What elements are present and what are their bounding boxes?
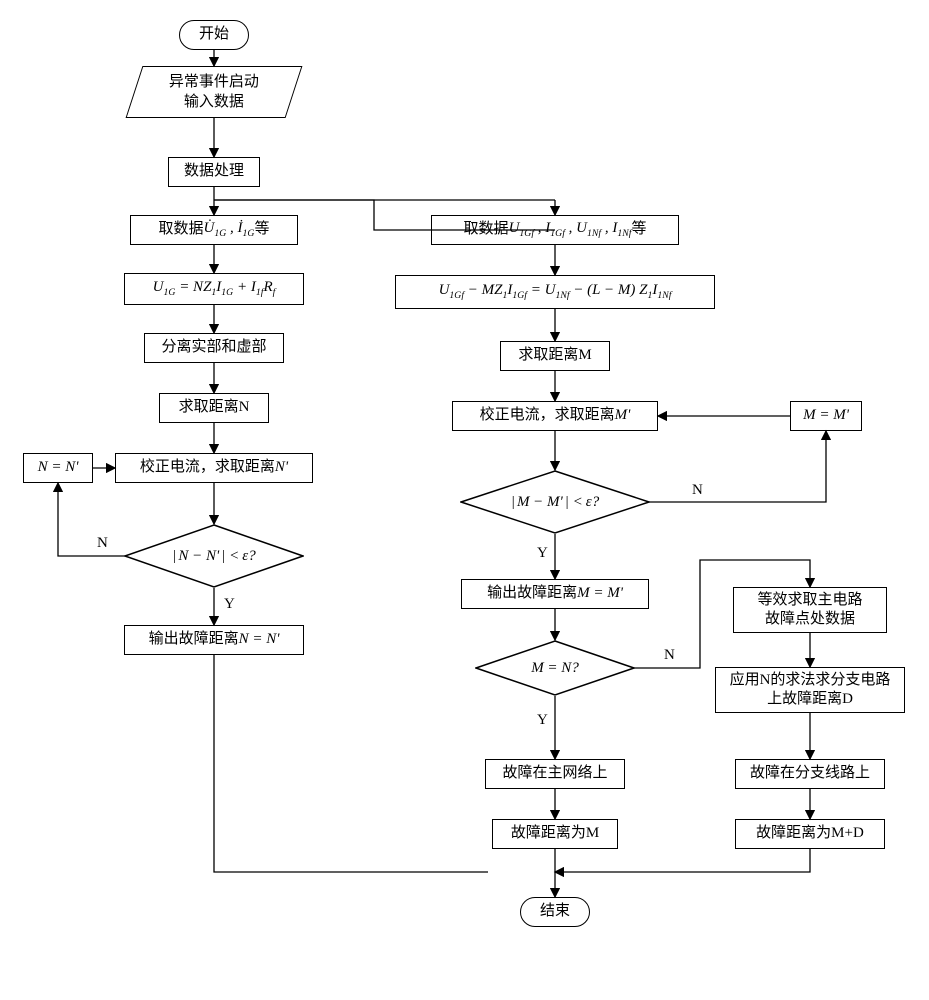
splitreim-label: 分离实部和虚部 (161, 338, 266, 358)
assignN-node: N = N' (23, 453, 93, 483)
label-Y-mid: Y (535, 545, 550, 562)
end-label: 结束 (540, 902, 570, 922)
eq2-node: U1Gf − MZ1I1Gf = U1Nf − (L − M) Z1I1Nf (395, 275, 715, 309)
diamM-node: |M − M'| < ε ? (460, 470, 650, 534)
applyN-l1: 应用N的求法求分支电路 (730, 672, 891, 688)
corrM-node: 校正电流，求取距离 M' (452, 401, 658, 431)
dataproc-label: 数据处理 (184, 162, 244, 182)
start-node: 开始 (179, 20, 249, 50)
applyN-node: 应用N的求法求分支电路上故障距离D (715, 667, 905, 713)
diamMN-node: M = N ? (475, 640, 635, 696)
branchLine-label: 故障在分支线路上 (750, 764, 870, 784)
label-Y-low: Y (535, 712, 550, 729)
getdata1-node: 取数据 U̇1G , İ1G 等 (130, 215, 298, 245)
applyN-l2: 上故障距离D (767, 691, 853, 707)
diamN-node: |N − N'| < ε ? (124, 524, 304, 588)
label-N-mid: N (690, 482, 705, 499)
branchLine-node: 故障在分支线路上 (735, 759, 885, 789)
distMD-node: 故障距离为M+D (735, 819, 885, 849)
getdata2-node: 取数据 U1Gf , I1Gf , U1Nf , I1Nf 等 (431, 215, 679, 245)
dataproc-node: 数据处理 (168, 157, 260, 187)
splitreim-node: 分离实部和虚部 (144, 333, 284, 363)
eqmain-l1: 等效求取主电路 (757, 592, 862, 608)
calcM-node: 求取距离M (500, 341, 610, 371)
input-line1: 异常事件启动 (169, 74, 259, 90)
corrN-node: 校正电流，求取距离N' (115, 453, 313, 483)
end-node: 结束 (520, 897, 590, 927)
calcN-node: 求取距离N (159, 393, 269, 423)
label-Y-left: Y (222, 596, 237, 613)
distM-label: 故障距离为M (511, 824, 599, 844)
calcM-label: 求取距离M (518, 346, 591, 366)
distMD-label: 故障距离为M+D (756, 824, 864, 844)
distM-node: 故障距离为M (492, 819, 618, 849)
eqmain-l2: 故障点处数据 (765, 611, 855, 627)
input-line2: 输入数据 (184, 93, 244, 109)
calcN-label: 求取距离N (179, 398, 250, 418)
outM-node: 输出故障距离 M = M' (461, 579, 649, 609)
input-node: 异常事件启动 输入数据 (126, 66, 303, 118)
assignM-node: M = M' (790, 401, 862, 431)
label-N-low: N (662, 647, 677, 664)
eqmain-node: 等效求取主电路故障点处数据 (733, 587, 887, 633)
mainNet-label: 故障在主网络上 (502, 764, 607, 784)
start-label: 开始 (199, 25, 229, 45)
mainNet-node: 故障在主网络上 (485, 759, 625, 789)
eq1-node: U1G = NZ1I1G + I1fRf (124, 273, 304, 305)
label-N-left: N (95, 535, 110, 552)
outN-node: 输出故障距离 N = N' (124, 625, 304, 655)
